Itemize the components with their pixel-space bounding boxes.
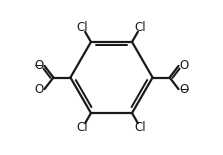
Text: Cl: Cl (135, 21, 146, 34)
Text: Cl: Cl (77, 121, 88, 134)
Text: O: O (34, 59, 44, 72)
Text: O: O (179, 83, 189, 96)
Text: Cl: Cl (135, 121, 146, 134)
Text: O: O (179, 59, 189, 72)
Text: −: − (180, 83, 189, 96)
Text: Cl: Cl (77, 21, 88, 34)
Text: −: − (34, 59, 43, 72)
Text: O: O (34, 83, 44, 96)
